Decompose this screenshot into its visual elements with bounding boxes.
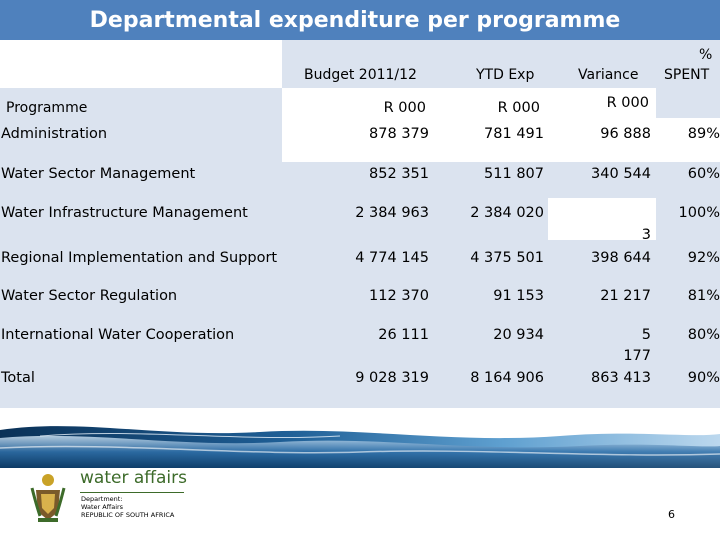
- row-budget: 878 379: [369, 126, 429, 142]
- row-ytd: 781 491: [484, 126, 544, 142]
- logo-line1: Department:: [81, 495, 123, 503]
- cell-blank-header: [0, 40, 282, 88]
- total-label: Total: [1, 370, 35, 386]
- row-budget: 852 351: [369, 166, 429, 182]
- row-budget: 26 111: [378, 327, 429, 343]
- logo-line3: REPUBLIC OF SOUTH AFRICA: [81, 511, 175, 519]
- header-ytd: YTD Exp: [476, 67, 535, 83]
- row-ytd: 4 375 501: [470, 250, 544, 266]
- row-ytd: 2 384 020: [470, 205, 544, 221]
- row-variance-line1: 3: [641, 227, 651, 243]
- row-ytd: 91 153: [493, 288, 544, 304]
- cell-pct-row1: [656, 118, 720, 162]
- row-programme: Regional Implementation and Support: [1, 250, 278, 266]
- row-pct: 100%: [678, 205, 720, 221]
- row-variance-line2: 177: [623, 348, 651, 364]
- cell-infra-variance: [548, 198, 656, 240]
- row-pct: 60%: [687, 166, 720, 182]
- row-variance: 340 544: [591, 166, 651, 182]
- header-pct: %: [699, 47, 713, 63]
- header-budget: Budget 2011/12: [304, 67, 417, 83]
- row-ytd: 20 934: [493, 327, 544, 343]
- row-programme: Water Infrastructure Management: [1, 205, 248, 221]
- water-affairs-logo: water affairs Department: Water Affairs …: [28, 468, 198, 525]
- row-pct: 81%: [687, 288, 720, 304]
- header-programme: Programme: [6, 100, 88, 116]
- cell-header-unit-row: [282, 88, 656, 162]
- slide-title: Departmental expenditure per programme: [89, 7, 621, 33]
- page-number: 6: [668, 508, 675, 521]
- logo-divider: [80, 492, 184, 493]
- row-programme: Water Sector Management: [1, 166, 196, 182]
- total-pct: 90%: [687, 370, 720, 386]
- logo-brand: water affairs: [80, 468, 187, 488]
- unit-ytd: R 000: [497, 100, 540, 116]
- row-variance: 21 217: [600, 288, 651, 304]
- title-bar: Departmental expenditure per programme: [0, 0, 720, 40]
- total-ytd: 8 164 906: [470, 370, 544, 386]
- coat-of-arms-icon: [30, 474, 66, 522]
- water-wave-image: [0, 426, 720, 468]
- total-budget: 9 028 319: [355, 370, 429, 386]
- header-spent: SPENT: [664, 67, 710, 83]
- row-variance-line1: 5: [641, 327, 651, 343]
- row-pct: 89%: [687, 126, 720, 142]
- header-variance: Variance: [578, 67, 639, 83]
- row-programme: Administration: [1, 126, 108, 142]
- row-budget: 112 370: [369, 288, 429, 304]
- row-programme: International Water Cooperation: [1, 327, 235, 343]
- logo-line2: Water Affairs: [81, 503, 124, 511]
- row-budget: 2 384 963: [355, 205, 429, 221]
- unit-variance: R 000: [606, 95, 649, 111]
- total-variance: 863 413: [591, 370, 651, 386]
- row-variance: 96 888: [600, 126, 651, 142]
- row-pct: 80%: [687, 327, 720, 343]
- row-programme: Water Sector Regulation: [1, 288, 178, 304]
- row-pct: 92%: [687, 250, 720, 266]
- unit-budget: R 000: [383, 100, 426, 116]
- row-budget: 4 774 145: [355, 250, 429, 266]
- row-ytd: 511 807: [484, 166, 544, 182]
- row-variance-line2: 398 644: [591, 250, 651, 266]
